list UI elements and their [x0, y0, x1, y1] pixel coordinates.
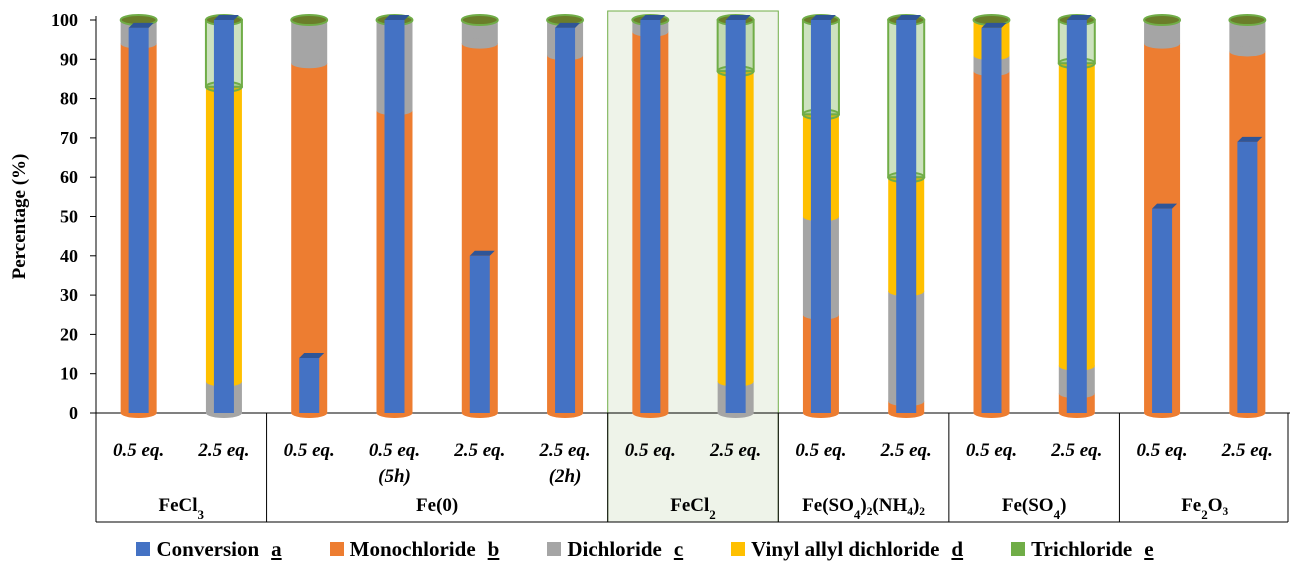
conversion-bar: [213, 20, 234, 413]
conversion-bar: [640, 20, 661, 413]
conversion-bar-top: [1152, 203, 1178, 209]
conversion-bar-top: [469, 250, 495, 256]
legend-item-vinyl-allyl-dichloride: Vinyl allyl dichloride d: [731, 537, 963, 562]
conversion-bar: [1152, 208, 1173, 413]
y-tick-label: 60: [60, 167, 78, 187]
bar-segment-dichloride: [461, 20, 498, 44]
category-label: 0.5 eq.: [113, 440, 164, 461]
stacked-cylinder-chart: 0 10 20 30 40 50 60 70 80 90 100 Percentage (%) 0.5…: [9, 10, 1290, 523]
category-label: 2.5 eq.: [1221, 440, 1273, 461]
group-label: Fe(0): [416, 495, 458, 516]
y-tick-label: 80: [60, 89, 78, 109]
bar-top-cap: [460, 14, 499, 26]
y-tick-label: 30: [60, 285, 78, 305]
conversion-bar: [1237, 141, 1258, 413]
y-tick-label: 10: [60, 364, 78, 384]
legend-swatch: [547, 542, 562, 556]
y-tick-label: 0: [69, 403, 78, 423]
category-sublabel: (2h): [549, 466, 582, 487]
y-tick-label: 70: [60, 128, 78, 148]
bar-segment-base: [1229, 46, 1266, 57]
conversion-bar: [1066, 20, 1087, 413]
conversion-bar-top: [640, 15, 666, 20]
legend-swatch: [731, 542, 746, 556]
category-label: 2.5 eq.: [880, 440, 932, 461]
group-label: Fe(SO4): [1002, 495, 1067, 522]
legend-key: a: [271, 536, 282, 561]
conversion-bar: [299, 357, 320, 413]
category-label: 2.5 eq.: [538, 440, 590, 461]
bar-segment-base: [291, 58, 328, 69]
legend-label: Trichloride: [1031, 536, 1133, 561]
legend-item-conversion: Conversion a: [136, 536, 282, 562]
category-label: 2.5 eq.: [197, 440, 249, 461]
category-label: 0.5 eq.: [284, 440, 335, 461]
legend: Conversion a Monochloride b Dichloride c Vinyl…: [0, 535, 1290, 563]
category-label: 0.5 eq.: [795, 440, 846, 461]
conversion-bar-top: [128, 22, 154, 28]
category-label: 0.5 eq.: [966, 440, 1017, 461]
conversion-bar-top: [384, 15, 410, 20]
y-tick-label: 20: [60, 324, 78, 344]
conversion-bar-top: [725, 15, 751, 20]
category-label: 0.5 eq.: [625, 440, 676, 461]
group-label: Fe(SO4)₂(NH₄)₂: [802, 495, 925, 522]
legend-item-monochloride: Monochloride b: [329, 536, 500, 562]
bar-segment-dichloride: [1144, 20, 1181, 44]
y-tick-label: 90: [60, 49, 78, 69]
conversion-bar: [981, 27, 1002, 414]
bar-segment-base: [461, 38, 498, 49]
y-tick-label: 40: [60, 246, 78, 266]
y-tick-label: 100: [51, 10, 78, 30]
legend-key: d: [951, 536, 964, 561]
category-label: 2.5 eq.: [1050, 440, 1102, 461]
conversion-bar-top: [299, 352, 325, 358]
conversion-bar: [384, 20, 405, 413]
legend-label: Monochloride: [349, 536, 476, 561]
category-label: 2.5 eq.: [709, 440, 761, 461]
conversion-bar: [128, 27, 149, 414]
category-label: 0.5 eq.: [369, 440, 420, 461]
bar-top-cap: [1228, 14, 1267, 26]
conversion-bar-top: [810, 15, 836, 20]
conversion-bar: [555, 27, 576, 414]
bar-top-cap: [290, 14, 329, 26]
conversion-bar: [469, 255, 490, 413]
conversion-bar-top: [1066, 15, 1092, 20]
legend-item-trichloride: Trichloride e: [1011, 536, 1154, 562]
group-label: FeCl3: [159, 495, 205, 522]
category-table: 0.5 eq. 2.5 eq. 0.5 eq. 0.5 eq. (5h) 2.5 eq. 2…: [95, 413, 1289, 523]
legend-swatch: [329, 542, 344, 556]
conversion-bar-top: [213, 15, 239, 20]
conversion-bar: [725, 20, 746, 413]
bar-top-cap: [1143, 14, 1182, 26]
bars: [119, 14, 1267, 418]
group-label: Fe2O₃: [1181, 495, 1228, 522]
category-label: 2.5 eq.: [453, 440, 505, 461]
bar-segment-dichloride: [291, 20, 328, 64]
legend-label: Vinyl allyl dichloride: [751, 536, 940, 561]
legend-key: b: [487, 536, 500, 561]
legend-item-dichloride: Dichloride c: [547, 537, 683, 562]
legend-key: c: [673, 536, 684, 561]
category-label: 0.5 eq.: [1136, 440, 1187, 461]
conversion-bar: [896, 20, 917, 413]
y-axis-title: Percentage (%): [9, 154, 30, 280]
conversion-bar-top: [896, 15, 922, 20]
legend-swatch: [136, 542, 151, 556]
legend-swatch: [1011, 542, 1026, 556]
conversion-bar-top: [1237, 136, 1263, 142]
y-tick-label: 50: [60, 207, 78, 227]
legend-label: Dichloride: [567, 536, 662, 561]
category-sublabel: (5h): [378, 466, 411, 487]
conversion-bar: [810, 20, 831, 413]
bar-segment-base: [1144, 38, 1181, 49]
conversion-bar-top: [981, 22, 1007, 28]
legend-label: Conversion: [156, 536, 260, 561]
conversion-bar-top: [555, 22, 581, 28]
legend-key: e: [1144, 536, 1154, 561]
